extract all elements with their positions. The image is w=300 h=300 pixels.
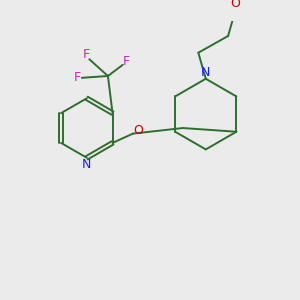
Text: F: F <box>74 71 81 84</box>
Text: F: F <box>83 48 90 61</box>
Text: O: O <box>231 0 241 10</box>
Text: F: F <box>123 55 130 68</box>
Text: N: N <box>201 66 211 79</box>
Text: O: O <box>134 124 143 137</box>
Text: N: N <box>82 158 92 171</box>
